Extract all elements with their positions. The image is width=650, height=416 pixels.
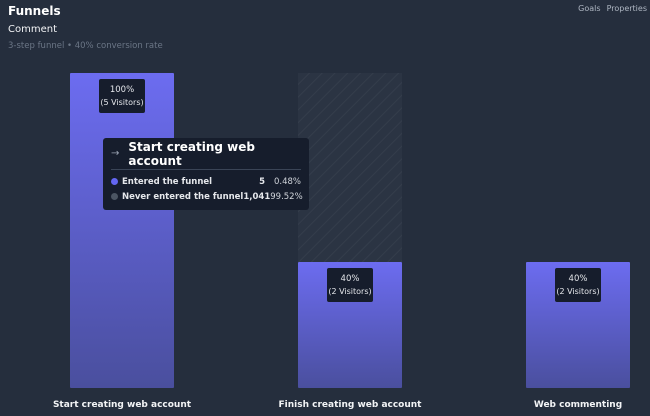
value-label: 40% <box>569 274 588 284</box>
value-label-box <box>555 268 601 302</box>
step-tooltip: → Start creating web account Entered the… <box>103 138 309 210</box>
category-label: Finish creating web account <box>279 400 423 410</box>
page-title: Funnels <box>8 4 61 18</box>
tooltip-row-label: Never entered the funnel <box>122 191 244 202</box>
tooltip-row-count: 1,041 <box>243 191 271 202</box>
tooltip-row-entered: Entered the funnel 5 0.48% <box>111 174 301 189</box>
category-label: Start creating web account <box>53 400 192 410</box>
goals-link[interactable]: Goals <box>578 4 601 13</box>
tooltip-row-label: Entered the funnel <box>122 176 213 187</box>
visitor-label: (2 Visitors) <box>556 287 599 296</box>
value-label-box <box>327 268 373 302</box>
tooltip-row-never: Never entered the funnel 1,041 99.52% <box>111 189 303 204</box>
tooltip-row-pct: 0.48% <box>273 176 301 187</box>
dropoff-bar <box>298 73 402 262</box>
funnel-name[interactable]: Comment <box>8 24 57 35</box>
value-label-box <box>99 79 145 113</box>
visitor-label: (5 Visitors) <box>100 98 143 107</box>
visitor-label: (2 Visitors) <box>328 287 371 296</box>
top-links: Goals Properties <box>578 4 647 13</box>
arrow-right-icon: → <box>111 148 120 159</box>
value-label: 100% <box>110 85 134 95</box>
tooltip-divider <box>111 169 301 170</box>
funnel-bar[interactable] <box>526 262 630 388</box>
funnel-bar[interactable] <box>70 73 174 388</box>
properties-link[interactable]: Properties <box>606 4 647 13</box>
funnel-subtitle: 3-step funnel • 40% conversion rate <box>8 41 163 51</box>
tooltip-row-count: 5 <box>259 176 265 187</box>
tooltip-title: Start creating web account <box>128 139 255 168</box>
category-label: Web commenting <box>534 400 622 410</box>
entered-dot-icon <box>111 178 118 185</box>
value-label: 40% <box>341 274 360 284</box>
tooltip-row-pct: 99.52% <box>270 191 303 202</box>
funnel-bar[interactable] <box>298 262 402 388</box>
never-dot-icon <box>111 193 118 200</box>
